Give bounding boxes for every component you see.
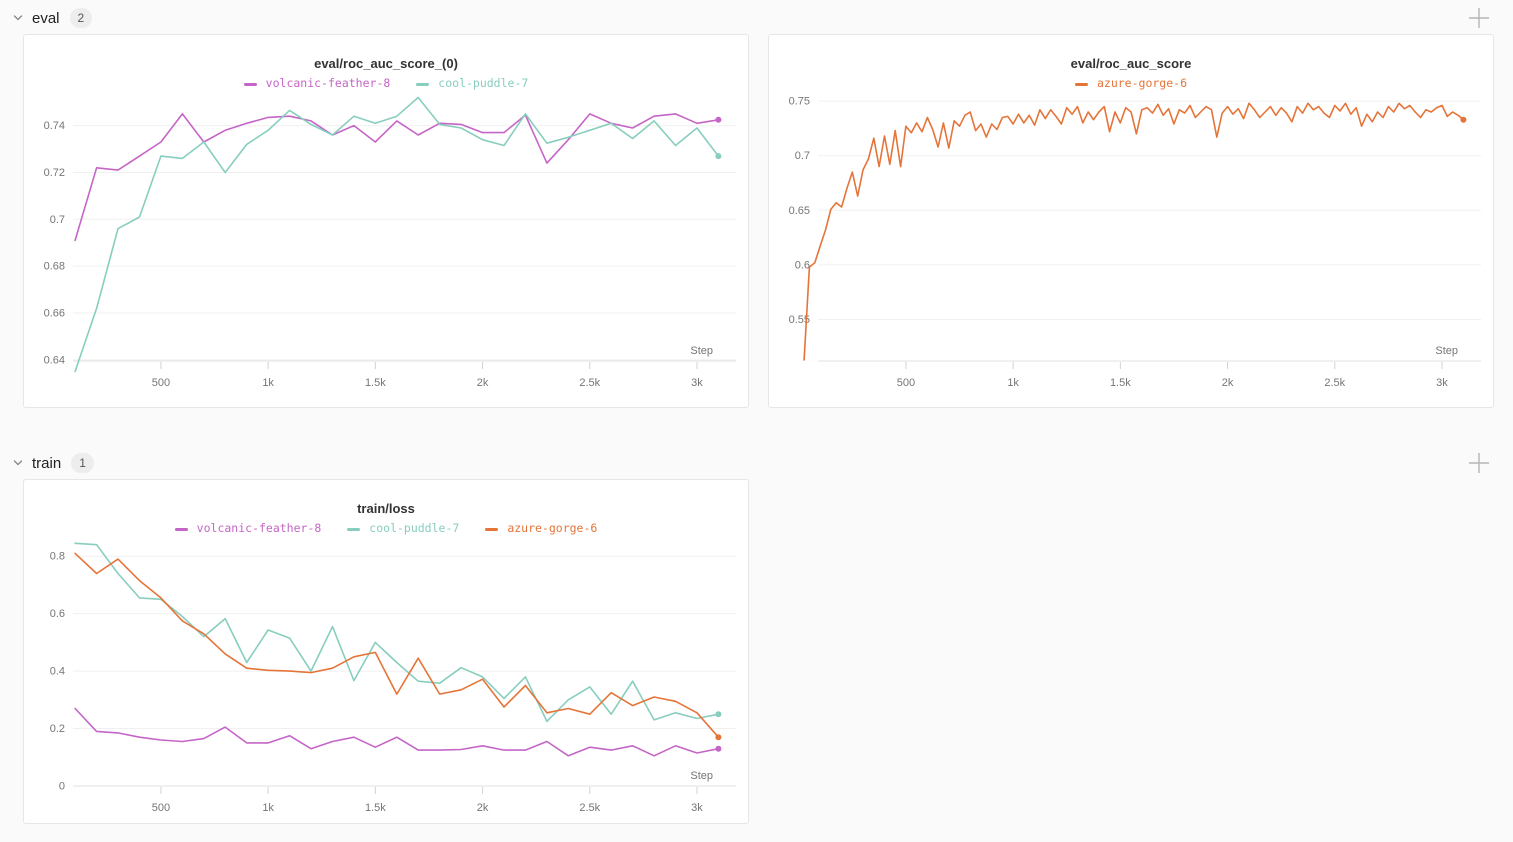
eval-panel-row: eval/roc_auc_score_(0) volcanic-feather-…	[23, 34, 1494, 408]
svg-text:0.72: 0.72	[44, 167, 65, 179]
chart-panel-roc-auc-score[interactable]: eval/roc_auc_score azure-gorge-6 0.55 0.6…	[768, 34, 1494, 408]
svg-text:1k: 1k	[262, 377, 274, 389]
svg-text:0.75: 0.75	[789, 96, 810, 108]
svg-text:3k: 3k	[691, 802, 703, 814]
svg-text:Step: Step	[690, 345, 713, 357]
svg-text:3k: 3k	[691, 377, 703, 389]
svg-text:0.7: 0.7	[795, 150, 810, 162]
svg-text:1.5k: 1.5k	[1110, 377, 1131, 389]
legend-item-cool-puddle-7[interactable]: cool-puddle-7	[347, 523, 459, 535]
legend-run-name: azure-gorge-6	[507, 521, 598, 536]
section-eval: eval 2 eval/roc_auc_score_(0) volcanic-f…	[0, 0, 1513, 408]
panel-count-badge: 1	[71, 453, 94, 473]
svg-text:2k: 2k	[1222, 377, 1234, 389]
svg-text:1k: 1k	[1007, 377, 1019, 389]
legend-run-name: azure-gorge-6	[1096, 76, 1187, 91]
line-chart: 0.55 0.6 0.65 0.7 0.75 500 1k 1.5k 2k 2.5k 3k Step	[789, 96, 1481, 389]
svg-text:1.5k: 1.5k	[365, 802, 386, 814]
panel-count-badge: 2	[69, 8, 93, 28]
svg-text:0.74: 0.74	[44, 120, 65, 132]
chart-panel-roc-auc-score-0[interactable]: eval/roc_auc_score_(0) volcanic-feather-…	[23, 34, 749, 408]
train-panel-row: train/loss volcanic-feather-8 cool-puddle…	[23, 479, 1492, 824]
svg-text:2.5k: 2.5k	[1324, 377, 1345, 389]
legend-run-name: cool-puddle-7	[369, 521, 460, 536]
legend-swatch	[174, 527, 188, 531]
svg-text:0.7: 0.7	[50, 214, 65, 226]
add-panel-button[interactable]	[1465, 4, 1493, 32]
chart-panel-train-loss[interactable]: train/loss volcanic-feather-8 cool-puddle…	[23, 479, 749, 824]
legend-item-azure-gorge-6[interactable]: azure-gorge-6	[485, 523, 597, 535]
svg-text:2.5k: 2.5k	[579, 802, 600, 814]
svg-text:2k: 2k	[477, 377, 489, 389]
svg-text:0.8: 0.8	[50, 551, 65, 563]
legend-item-volcanic-feather-8[interactable]: volcanic-feather-8	[174, 521, 322, 536]
svg-text:0.68: 0.68	[44, 261, 65, 273]
legend-swatch	[416, 82, 430, 86]
svg-text:1k: 1k	[262, 802, 274, 814]
svg-text:0: 0	[59, 781, 65, 793]
chart-legend: azure-gorge-6	[769, 76, 1493, 92]
legend-run-name: cool-puddle-7	[438, 76, 529, 91]
svg-text:2.5k: 2.5k	[579, 377, 600, 389]
svg-text:Step: Step	[690, 770, 713, 782]
svg-text:0.2: 0.2	[50, 723, 65, 735]
chart-title: eval/roc_auc_score	[1070, 56, 1192, 71]
legend-swatch	[347, 527, 361, 531]
svg-text:0.6: 0.6	[795, 259, 810, 271]
section-title: eval	[32, 9, 60, 27]
add-panel-button[interactable]	[1465, 449, 1493, 477]
svg-text:2k: 2k	[477, 802, 489, 814]
chart-legend: volcanic-feather-8 cool-puddle-7	[24, 76, 748, 92]
chevron-down-icon[interactable]	[10, 455, 26, 471]
section-train: train 1 train/loss volcanic-feather-8 coo…	[0, 445, 1513, 824]
svg-text:3k: 3k	[1436, 377, 1448, 389]
svg-text:0.65: 0.65	[789, 205, 810, 217]
svg-text:500: 500	[897, 377, 915, 389]
line-chart: 0.64 0.66 0.68 0.7 0.72 0.74 500 1k 1.5k 2k 2.5k 3k…	[44, 96, 736, 389]
chart-title: eval/roc_auc_score_(0)	[314, 56, 458, 71]
legend-run-name: volcanic-feather-8	[196, 521, 322, 536]
legend-item-cool-puddle-7[interactable]: cool-puddle-7	[416, 78, 528, 90]
legend-item-azure-gorge-6[interactable]: azure-gorge-6	[1074, 76, 1187, 91]
svg-text:0.6: 0.6	[50, 608, 65, 620]
svg-text:0.66: 0.66	[44, 307, 65, 319]
svg-text:1.5k: 1.5k	[365, 377, 386, 389]
legend-swatch	[243, 82, 257, 86]
section-header-eval: eval 2	[0, 0, 1513, 34]
chevron-down-icon[interactable]	[10, 10, 26, 26]
svg-text:500: 500	[152, 802, 170, 814]
chart-legend: volcanic-feather-8 cool-puddle-7 azure-gor…	[24, 521, 748, 537]
svg-text:500: 500	[152, 377, 170, 389]
legend-item-volcanic-feather-8[interactable]: volcanic-feather-8	[243, 76, 391, 91]
chart-title: train/loss	[357, 501, 415, 516]
legend-swatch	[485, 527, 499, 531]
svg-text:Step: Step	[1435, 345, 1458, 357]
section-header-train: train 1	[0, 445, 1513, 479]
line-chart: 0 0.2 0.4 0.6 0.8 500 1k 1.5k 2k 2.5k 3k Step	[50, 542, 736, 814]
svg-text:0.4: 0.4	[50, 666, 65, 678]
svg-text:0.55: 0.55	[789, 314, 810, 326]
section-title: train	[32, 454, 62, 472]
legend-run-name: volcanic-feather-8	[265, 76, 391, 91]
svg-text:0.64: 0.64	[44, 354, 65, 366]
legend-swatch	[1074, 82, 1088, 86]
